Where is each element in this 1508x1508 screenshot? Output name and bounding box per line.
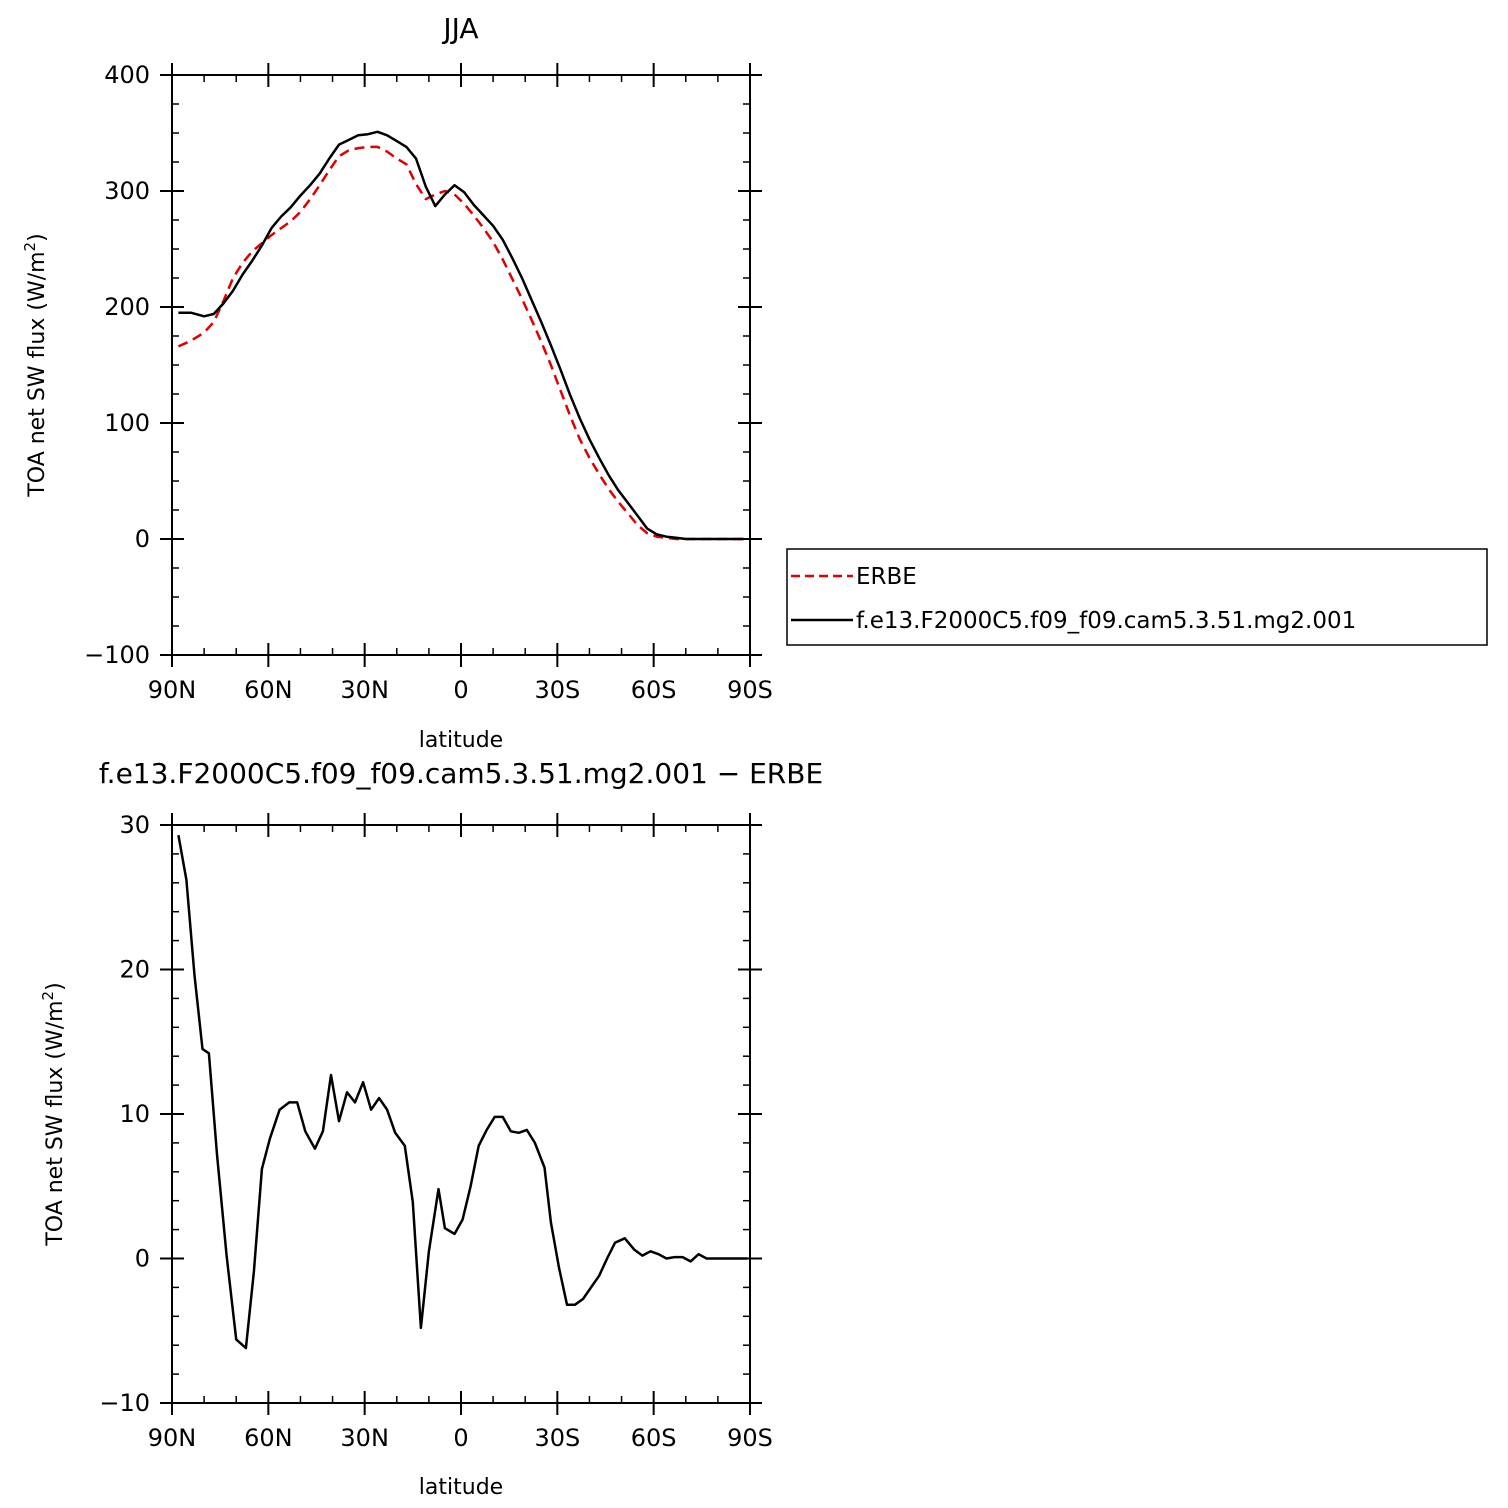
top-y-tick-label: 0 [135, 525, 150, 553]
top-y-axis-label: TOA net SW flux (W/m2) [21, 233, 50, 497]
bottom-x-tick-label: 0 [453, 1424, 468, 1452]
top-y-tick-label: 300 [104, 177, 150, 205]
bottom-x-tick-label: 90N [148, 1424, 197, 1452]
bottom-y-axis-label-sup: 2 [39, 991, 57, 1001]
bottom-chart-title: f.e13.F2000C5.f09_f09.cam5.3.51.mg2.001 … [99, 757, 823, 790]
bottom-x-tick-label: 60S [631, 1424, 677, 1452]
bottom-x-tick-label: 60N [244, 1424, 293, 1452]
top-x-tick-label: 30S [534, 676, 580, 704]
top-x-tick-label: 0 [453, 676, 468, 704]
bottom-x-tick-label: 30N [340, 1424, 389, 1452]
top-y-axis-label-close: ) [25, 233, 50, 242]
bottom-y-tick-label: 30 [119, 811, 150, 839]
top-y-tick-label: 400 [104, 61, 150, 89]
legend-label-erbe: ERBE [856, 564, 917, 590]
top-x-axis-label: latitude [419, 728, 503, 753]
top-series-line-erbe [177, 145, 744, 541]
bottom-y-tick-label: 0 [135, 1245, 150, 1273]
top-series-line-f-e13-f2000c5-f09-f09-cam5-3-51-mg2-001 [178, 130, 744, 541]
top-y-tick-label: 200 [104, 293, 150, 321]
bottom-x-tick-label: 90S [727, 1424, 773, 1452]
bottom-y-axis-label: TOA net SW flux (W/m2) [39, 982, 68, 1246]
bottom-y-axis-label-close: ) [43, 982, 68, 991]
top-chart-title: JJA [441, 12, 478, 45]
bottom-series-line-0 [177, 834, 747, 1350]
top-x-tick-label: 90N [148, 676, 197, 704]
bottom-x-axis-label: latitude [419, 1475, 503, 1500]
top-x-tick-label: 60S [631, 676, 677, 704]
bottom-x-tick-label: 30S [534, 1424, 580, 1452]
bottom-y-tick-label: 10 [119, 1100, 150, 1128]
legend-label-model: f.e13.F2000C5.f09_f09.cam5.3.51.mg2.001 [856, 608, 1356, 634]
top-y-axis-label-sup: 2 [21, 242, 39, 252]
legend: ERBE f.e13.F2000C5.f09_f09.cam5.3.51.mg2… [786, 548, 1488, 646]
top-x-tick-label: 30N [340, 676, 389, 704]
top-y-tick-label: 100 [104, 409, 150, 437]
top-plot-area: 90N 60N 30N 0 30S 60S 90S −100 0 100 200 300 400 [84, 61, 773, 704]
legend-box [786, 548, 1488, 646]
top-y-axis-label-main: TOA net SW flux (W/m [25, 251, 50, 497]
bottom-plot-area: 90N 60N 30N 0 30S 60S 90S −10 0 10 20 30 [99, 811, 773, 1452]
top-x-tick-label: 90S [727, 676, 773, 704]
top-plot-frame [171, 74, 751, 656]
top-panel: JJA 90N 60N 30N 0 30S 60S 90S −100 0 100 200 300 400… [21, 12, 1488, 753]
bottom-y-tick-label: −10 [99, 1389, 150, 1417]
top-x-tick-label: 60N [244, 676, 293, 704]
bottom-panel: f.e13.F2000C5.f09_f09.cam5.3.51.mg2.001 … [39, 757, 823, 1500]
bottom-y-axis-label-main: TOA net SW flux (W/m [43, 1000, 68, 1246]
bottom-y-tick-label: 20 [119, 956, 150, 984]
top-y-tick-label: −100 [84, 641, 150, 669]
bottom-plot-frame [171, 824, 751, 1404]
